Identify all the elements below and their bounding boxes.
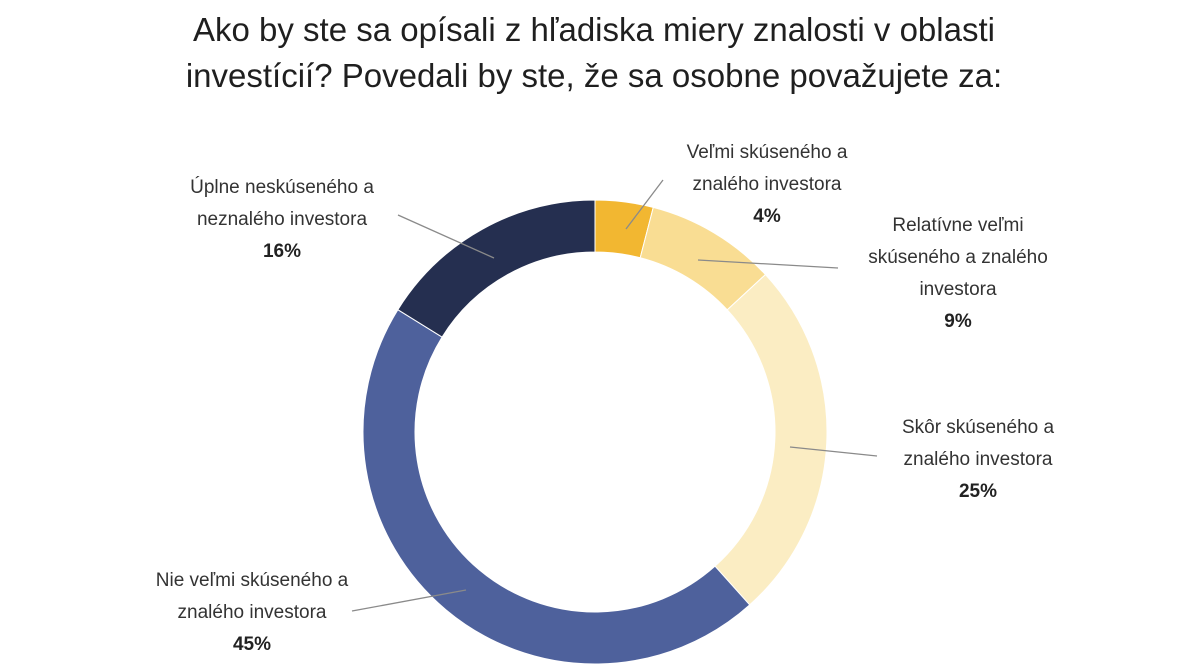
leader-line-1 [625, 179, 664, 230]
slice-value-4: 45% [233, 634, 271, 655]
slice-label-2-line-2: skúseného a znalého [868, 247, 1048, 268]
donut-slices [362, 199, 828, 664]
slice-label-4-line-2: znalého investora [178, 602, 327, 623]
slice-label-5-line-1: Úplne neskúseného a [190, 176, 374, 198]
chart-title: Ako by ste sa opísali z hľadiska miery z… [186, 11, 1002, 94]
leader-lines [351, 179, 878, 612]
leader-line-5 [397, 214, 495, 259]
chart-title-line-2: investícií? Povedali by ste, že sa osobn… [186, 57, 1002, 94]
slice-label-2-line-1: Relatívne veľmi [892, 215, 1023, 236]
donut-slice-4 [362, 308, 751, 664]
leader-line-2 [697, 259, 839, 269]
slice-value-5: 16% [263, 241, 301, 262]
donut-slice-3 [714, 273, 828, 606]
leader-line-3 [789, 446, 878, 457]
slice-value-2: 9% [944, 311, 972, 332]
leader-line-4 [351, 589, 467, 612]
slice-label-1-line-2: znalého investora [693, 174, 842, 195]
slice-labels: Veľmi skúseného a znalého investora 4% Rela… [156, 142, 1055, 655]
slice-label-4-line-1: Nie veľmi skúseného a [156, 570, 349, 591]
slice-label-2-line-3: investora [919, 279, 997, 300]
slice-label-5-line-2: neznalého investora [197, 209, 367, 230]
slice-label-1-line-1: Veľmi skúseného a [687, 142, 848, 163]
chart-title-line-1: Ako by ste sa opísali z hľadiska miery z… [193, 11, 995, 48]
slice-value-3: 25% [959, 481, 997, 502]
slice-label-3-line-1: Skôr skúseného a [902, 417, 1055, 438]
slice-value-1: 4% [753, 206, 781, 227]
donut-slice-5 [397, 199, 596, 338]
slice-label-3-line-2: znalého investora [904, 449, 1053, 470]
